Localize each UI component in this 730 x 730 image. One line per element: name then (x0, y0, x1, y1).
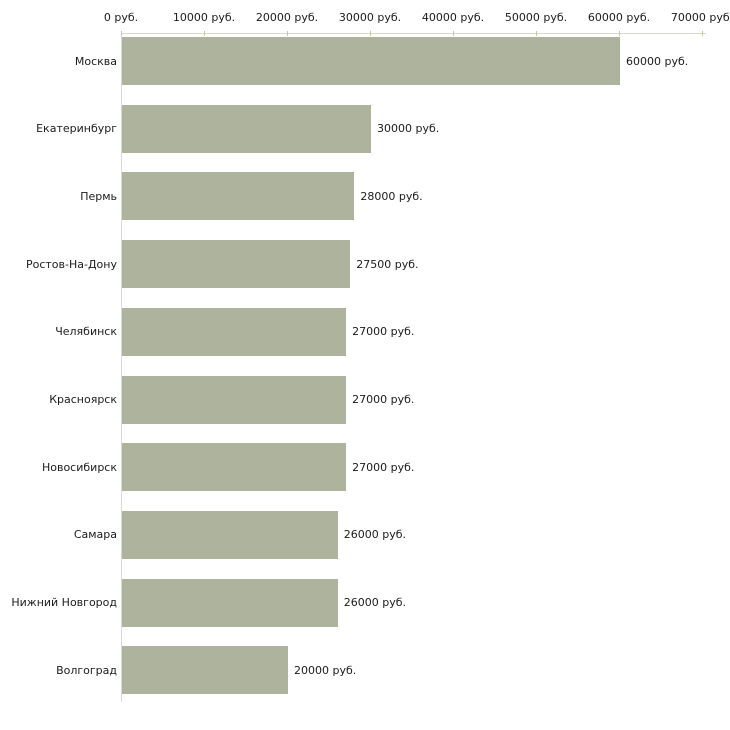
value-label: 30000 руб. (377, 122, 440, 136)
x-axis-line (121, 33, 706, 34)
bar (122, 510, 338, 559)
city-label: Красноярск (49, 393, 117, 406)
bar (122, 172, 355, 221)
value-label: 27000 руб. (352, 325, 415, 339)
x-tick-mark (702, 31, 703, 36)
x-tick-label: 40000 руб. (421, 11, 485, 24)
x-tick-mark (619, 31, 620, 36)
bar-row: Нижний Новгород 26000 руб. (0, 575, 730, 643)
x-tick-label: 60000 руб. (587, 11, 651, 24)
x-tick-label: 20000 руб. (255, 11, 319, 24)
x-tick-mark (204, 31, 205, 36)
y-axis-line (121, 33, 122, 702)
city-label: Нижний Новгород (11, 596, 117, 610)
x-tick-label: 50000 руб. (504, 11, 568, 24)
value-label: 26000 руб. (343, 596, 407, 610)
city-label: Волгоград (56, 663, 117, 677)
city-label: Екатеринбург (36, 122, 117, 136)
bar (122, 240, 351, 289)
x-tick-label: 10000 руб. (172, 11, 236, 24)
bar-row: Волгоград 20000 руб. (0, 642, 730, 710)
bar-row: Екатеринбург 30000 руб. (0, 101, 730, 169)
city-label: Москва (74, 54, 117, 68)
bar-row: Красноярск 27000 руб. (0, 372, 730, 440)
value-label: 26000 руб. (343, 528, 407, 542)
value-label: 20000 руб. (294, 663, 357, 677)
bar (122, 307, 347, 356)
bar (122, 443, 347, 492)
x-tick-label: 0 руб. (103, 11, 139, 24)
x-tick-label: 30000 руб. (338, 11, 402, 24)
x-tick-mark (453, 31, 454, 36)
bar-row: Новосибирск 27000 руб. (0, 439, 730, 507)
city-label: Ростов-На-Дону (25, 257, 117, 271)
value-label: 27500 руб. (356, 257, 419, 271)
bar-row: Москва 60000 руб. (0, 33, 730, 101)
value-label: 28000 руб. (360, 189, 423, 203)
x-tick-mark (536, 31, 537, 36)
bar (122, 375, 347, 424)
x-tick-mark (287, 31, 288, 36)
city-label: Самара (73, 528, 117, 542)
value-label: 60000 руб. (626, 54, 689, 68)
value-label: 27000 руб. (352, 393, 415, 406)
city-label: Челябинск (55, 325, 117, 339)
bar (122, 646, 288, 695)
bar-row: Челябинск 27000 руб. (0, 304, 730, 372)
x-tick-label: 70000 руб. (670, 11, 730, 24)
city-label: Пермь (80, 189, 117, 203)
bar-row: Пермь 28000 руб. (0, 168, 730, 236)
city-label: Новосибирск (41, 460, 117, 474)
value-label: 27000 руб. (352, 460, 415, 474)
bar-row: Самара 26000 руб. (0, 507, 730, 575)
x-tick-mark (121, 31, 122, 36)
bar (122, 578, 338, 627)
x-tick-mark (370, 31, 371, 36)
bar-row: Ростов-На-Дону 27500 руб. (0, 236, 730, 304)
bar (122, 37, 620, 85)
bar (122, 104, 371, 153)
